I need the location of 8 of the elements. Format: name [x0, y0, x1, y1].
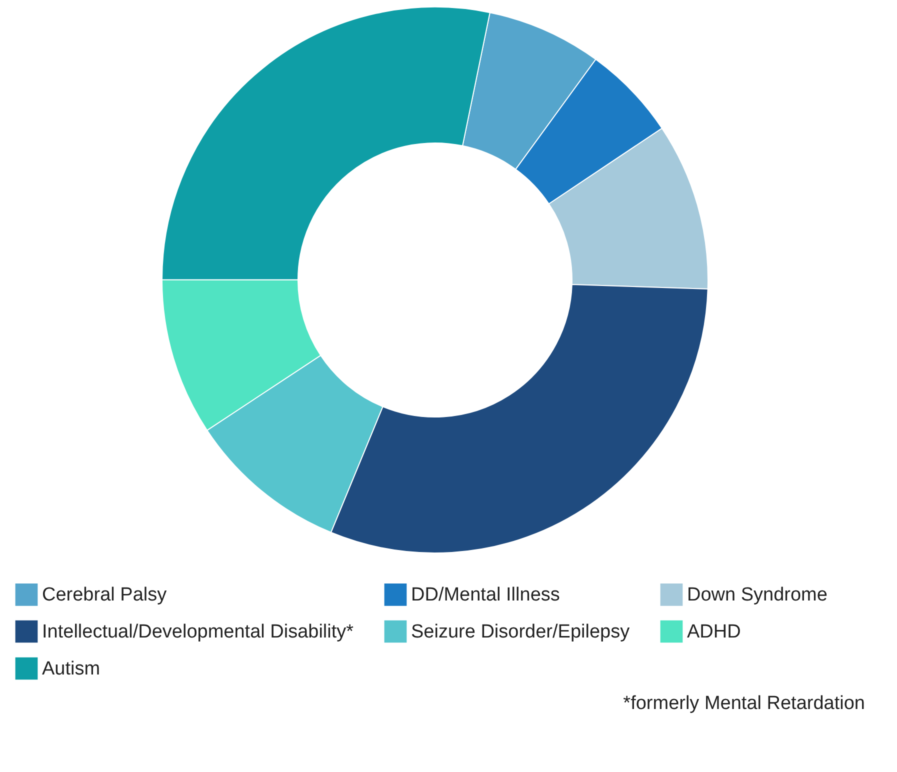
legend-label: Cerebral Palsy	[42, 584, 168, 606]
text: *formerly Mental Retardation	[623, 693, 865, 714]
legend-label: Intellectual/Developmental Disability*	[42, 622, 354, 642]
legend-label: Down Syndrome	[687, 584, 828, 606]
legend-label: ADHD	[687, 622, 741, 642]
legend-label: Autism	[42, 658, 100, 680]
legend-label: Seizure Disorder/Epilepsy	[411, 622, 630, 642]
legend-label: DD/Mental Illness	[411, 584, 560, 606]
